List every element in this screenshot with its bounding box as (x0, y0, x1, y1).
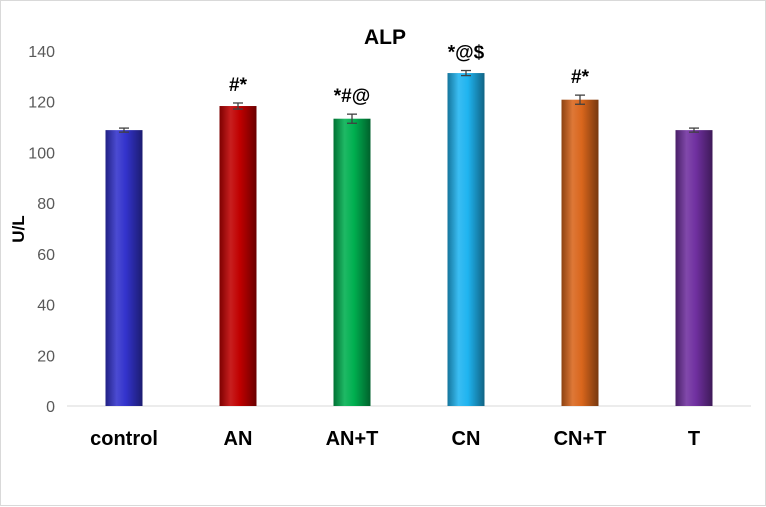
y-tick-label: 40 (37, 298, 55, 315)
error-bar (233, 102, 243, 110)
x-tick-label: T (688, 428, 700, 450)
y-tick-label: 100 (28, 145, 55, 162)
bar-cn (447, 73, 485, 406)
bar-control (105, 130, 143, 406)
significance-annotation: #* (229, 75, 248, 96)
bar-t (675, 130, 713, 406)
bar-an-t (333, 118, 371, 406)
bar-cn-t (561, 99, 599, 406)
bars (105, 73, 713, 407)
error-bar (347, 113, 357, 124)
y-tick-label: 140 (28, 44, 55, 61)
bar-an (219, 106, 257, 407)
significance-annotation: #* (571, 67, 590, 88)
y-tick-label: 20 (37, 348, 55, 365)
significance-annotation: *@$ (448, 43, 485, 64)
error-bar (119, 127, 129, 133)
error-bar (575, 94, 585, 105)
y-tick-label: 80 (37, 196, 55, 213)
x-axis-labels: control AN AN+T CN CN+T T (90, 428, 700, 450)
significance-annotation: *#@ (334, 86, 371, 107)
error-bar (689, 127, 699, 133)
y-tick-label: 0 (46, 399, 55, 416)
x-tick-label: CN+T (554, 428, 607, 450)
y-tick-label: 60 (37, 247, 55, 264)
error-bar (461, 69, 471, 77)
x-tick-label: AN+T (326, 428, 379, 450)
y-axis-ticks: 0 20 40 60 80 100 120 140 (28, 44, 55, 416)
x-tick-label: AN (224, 428, 253, 450)
significance-annotations: #* *#@ *@$ #* (229, 43, 590, 108)
y-tick-label: 120 (28, 95, 55, 112)
error-bars (119, 69, 699, 133)
y-axis-label: U/L (9, 215, 28, 242)
x-tick-label: control (90, 428, 158, 450)
chart-title: ALP (364, 26, 406, 49)
x-tick-label: CN (452, 428, 481, 450)
